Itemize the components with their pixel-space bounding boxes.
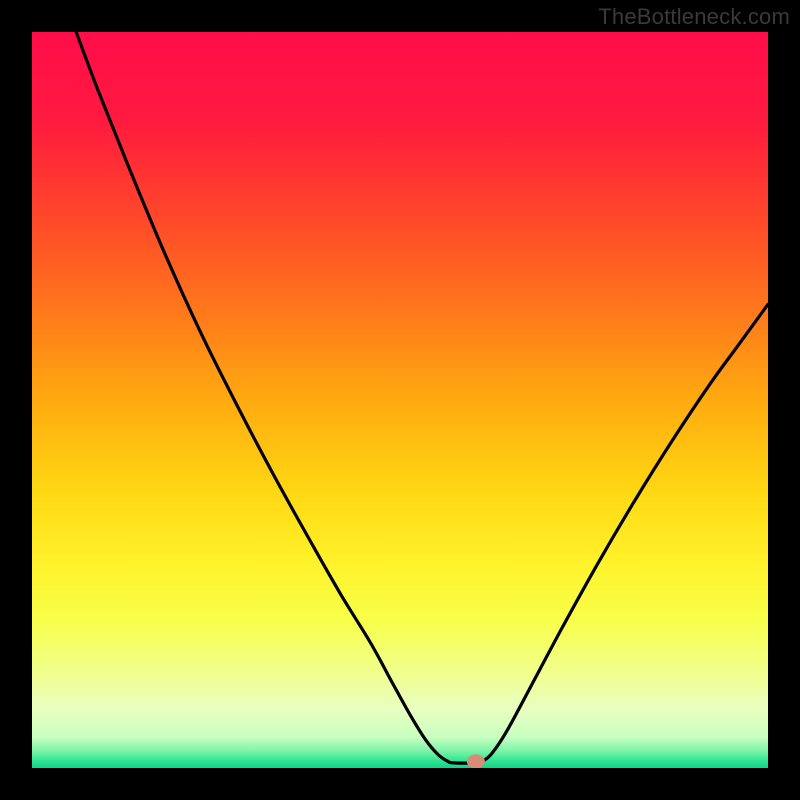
gradient-background [32,32,768,768]
optimal-point-marker [467,754,485,768]
bottleneck-chart [32,32,768,768]
watermark-text: TheBottleneck.com [598,4,790,30]
